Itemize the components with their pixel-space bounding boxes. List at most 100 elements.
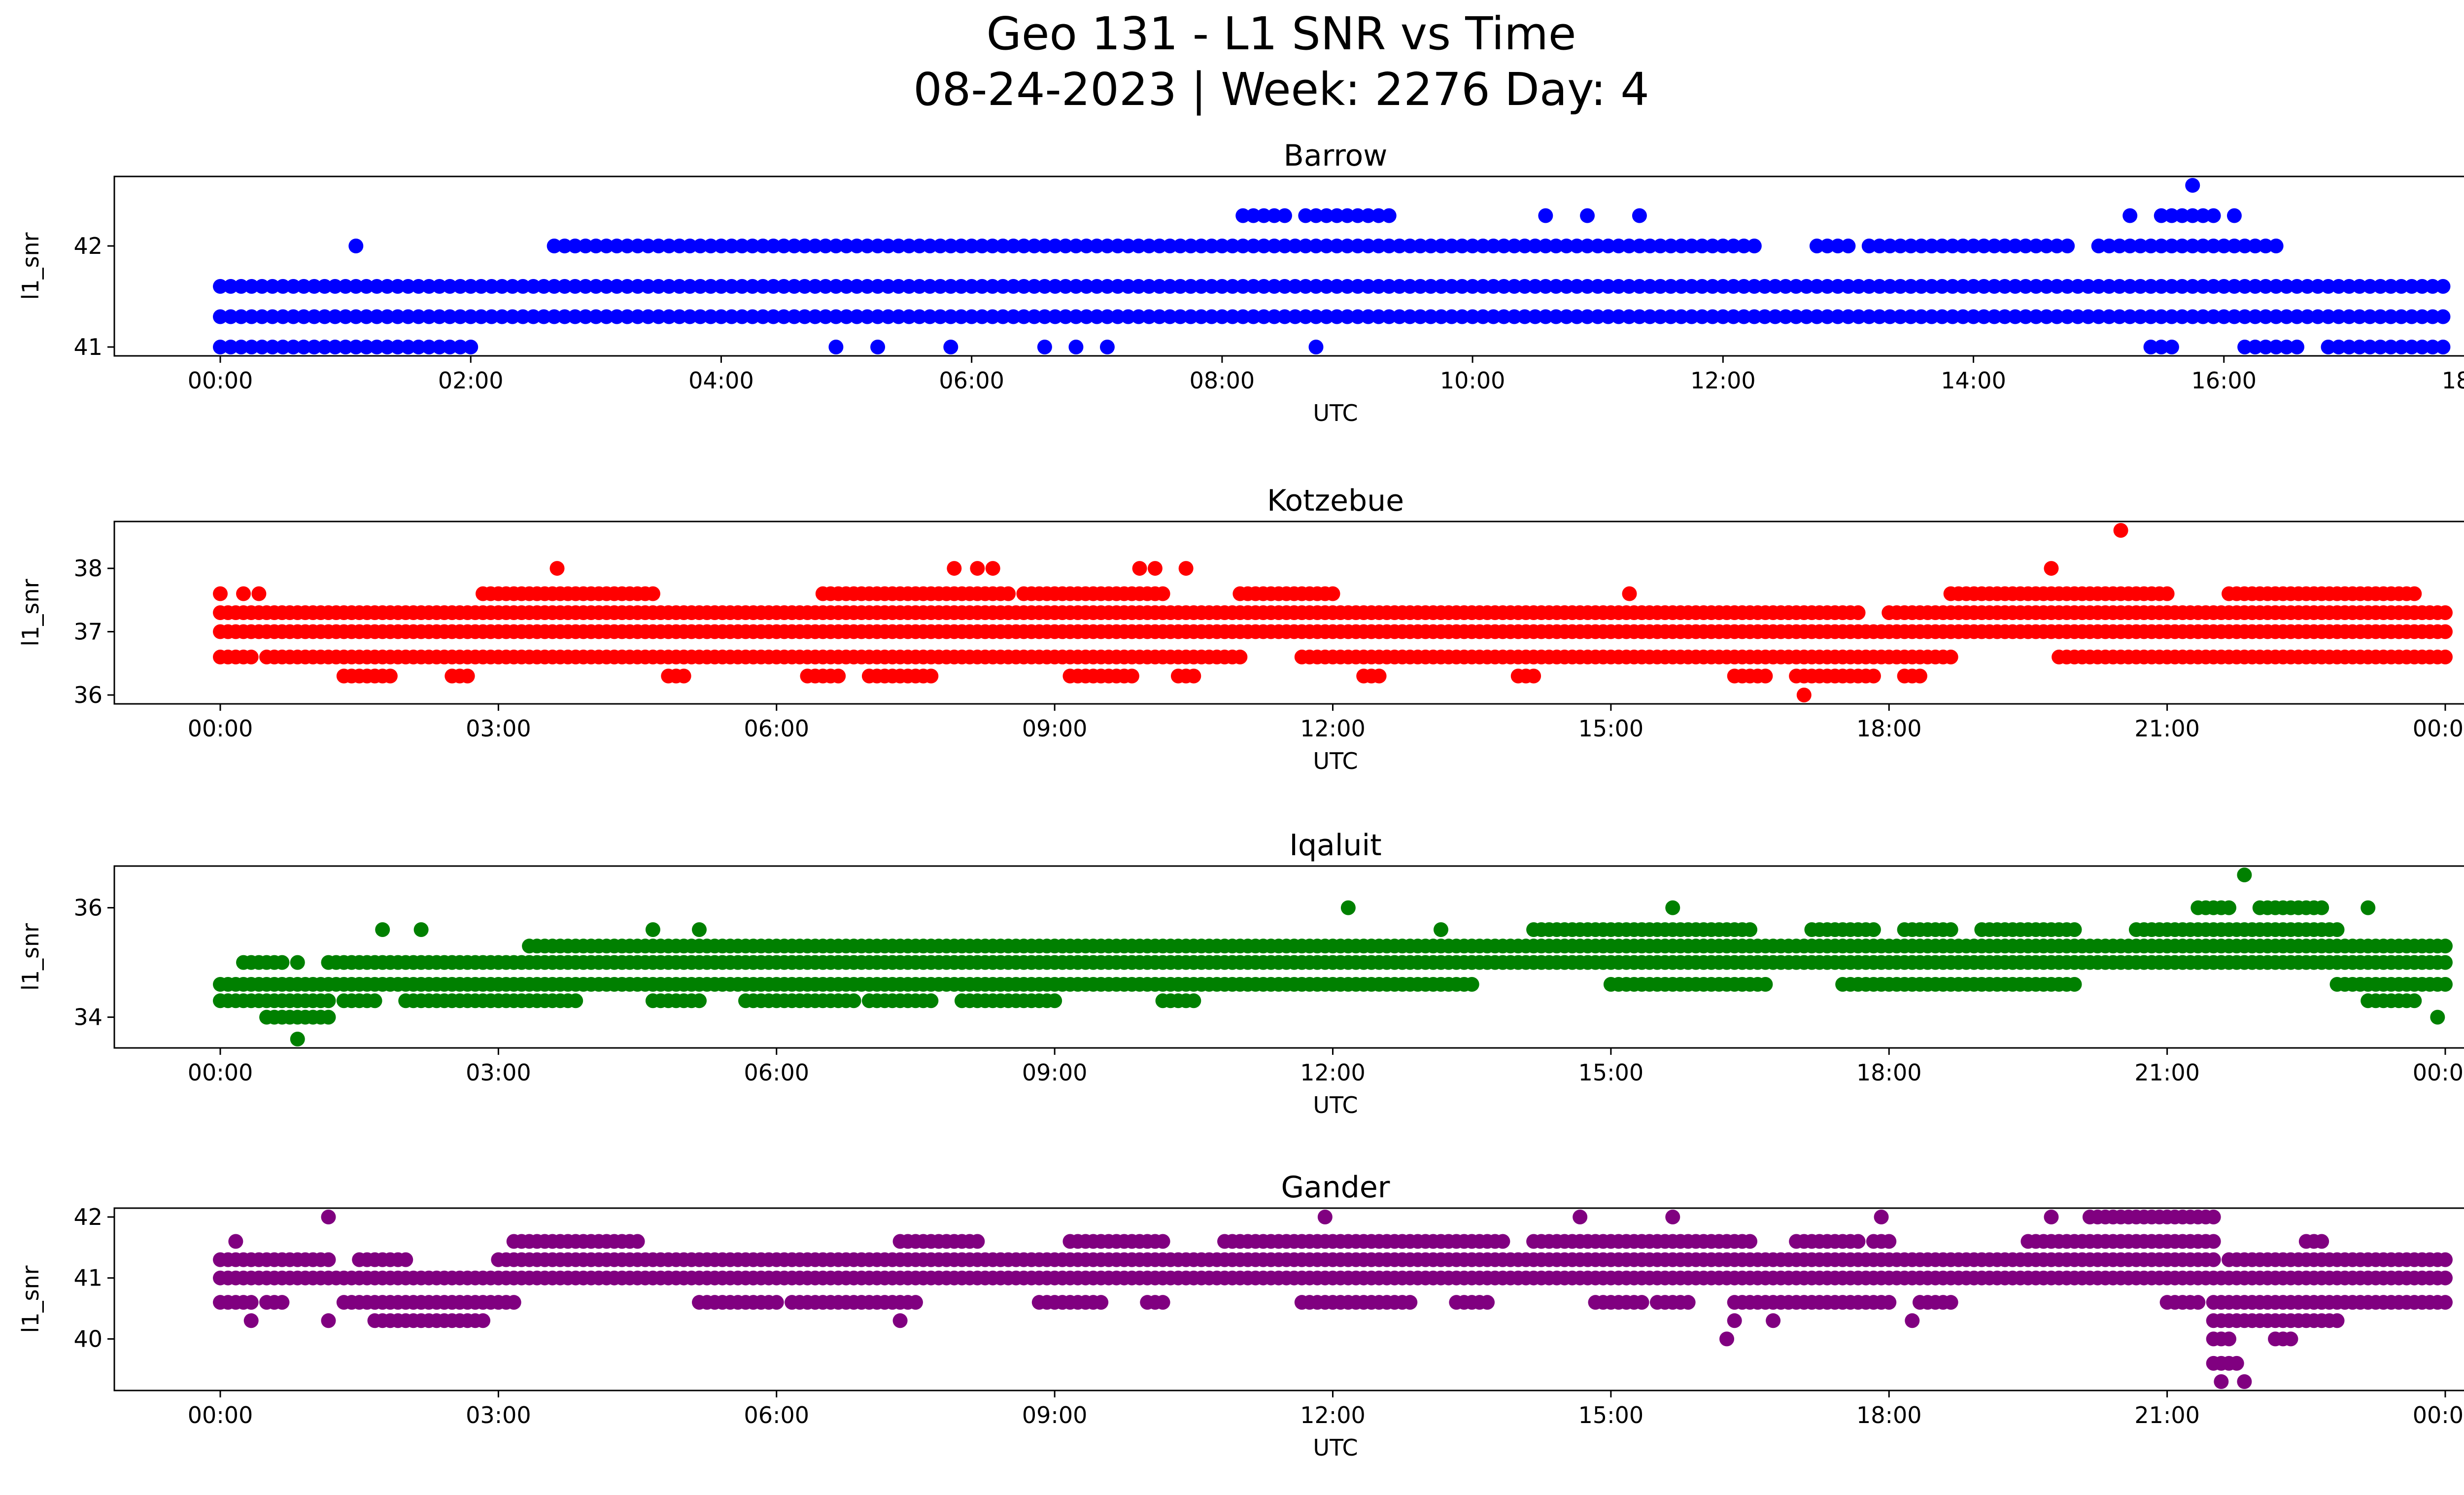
data-point [922, 279, 937, 294]
data-point [1517, 279, 1532, 294]
data-point [985, 279, 1000, 294]
data-point [1496, 239, 1511, 253]
axes-frame [113, 521, 2464, 705]
data-point [578, 239, 593, 253]
data-point [1632, 279, 1647, 294]
data-point [2091, 309, 2106, 324]
data-point [515, 309, 531, 324]
data-point [567, 279, 582, 294]
data-point [463, 279, 479, 294]
y-tick-label: 40 [73, 1325, 103, 1352]
data-point [1882, 1295, 1897, 1310]
data-point [1914, 279, 1929, 294]
data-point [808, 309, 823, 324]
data-point [1204, 279, 1219, 294]
data-point [1163, 279, 1178, 294]
data-point [682, 279, 697, 294]
data-point [1329, 279, 1344, 294]
x-tick-label: 00:00 [188, 1402, 253, 1428]
data-point [1068, 279, 1084, 294]
data-point [828, 239, 844, 253]
data-point [619, 309, 635, 324]
x-tick-label: 21:00 [2134, 1402, 2200, 1428]
data-point [1204, 309, 1219, 324]
data-point [2008, 309, 2023, 324]
data-point [1413, 309, 1428, 324]
data-point [2206, 279, 2221, 294]
data-point [2067, 977, 2082, 992]
data-point [2268, 340, 2284, 354]
data-point [2091, 279, 2106, 294]
data-point [1465, 239, 1480, 253]
data-point [1736, 309, 1751, 324]
data-point [2164, 279, 2179, 294]
data-point [2039, 239, 2054, 253]
data-point [2237, 1374, 2252, 1389]
data-point [317, 309, 332, 324]
data-point [1089, 279, 1104, 294]
data-point [2185, 309, 2200, 324]
data-point [1517, 309, 1532, 324]
data-point [432, 279, 447, 294]
data-point [2394, 279, 2409, 294]
x-axis-label: UTC [1313, 748, 1358, 774]
data-point [460, 668, 475, 684]
data-point [1809, 279, 1824, 294]
data-point [943, 309, 958, 324]
y-tick-label: 34 [73, 1004, 103, 1031]
data-point [1663, 279, 1678, 294]
data-point [1194, 239, 1209, 253]
data-point [797, 239, 812, 253]
data-point [1924, 239, 1939, 253]
data-point [1976, 239, 1991, 253]
data-point [484, 279, 499, 294]
data-point [2321, 279, 2336, 294]
data-point [1653, 309, 1668, 324]
data-point [1694, 239, 1710, 253]
data-point [2028, 239, 2044, 253]
data-point [870, 309, 886, 324]
data-point [1423, 279, 1438, 294]
data-point [1882, 309, 1898, 324]
data-point [808, 279, 823, 294]
data-point [1178, 561, 1194, 576]
data-point [2226, 309, 2242, 324]
data-point [411, 279, 426, 294]
data-point [1653, 279, 1668, 294]
data-point [766, 239, 781, 253]
data-point [2143, 309, 2158, 324]
data-point [1027, 309, 1042, 324]
data-point [401, 309, 416, 324]
data-point [1559, 309, 1574, 324]
data-point [776, 279, 791, 294]
data-point [2206, 1252, 2221, 1267]
data-point [1099, 279, 1115, 294]
data-point [1809, 239, 1824, 253]
data-point [1548, 239, 1564, 253]
data-point [954, 279, 969, 294]
data-point [1350, 239, 1366, 253]
data-point [1173, 309, 1188, 324]
data-point [1266, 309, 1282, 324]
data-point [1225, 239, 1240, 253]
data-point [1392, 279, 1407, 294]
data-point [970, 561, 985, 576]
data-point [1214, 279, 1230, 294]
data-point [1350, 208, 1366, 223]
data-point [1319, 309, 1334, 324]
data-point [2101, 279, 2117, 294]
data-point [1768, 309, 1783, 324]
data-point [766, 309, 781, 324]
data-point [1809, 309, 1824, 324]
data-point [1506, 279, 1522, 294]
data-point [228, 1234, 243, 1249]
data-point [2438, 977, 2453, 992]
data-point [1232, 649, 1248, 664]
data-point [2383, 309, 2398, 324]
data-point [609, 239, 624, 253]
x-tick-label: 09:00 [1022, 715, 1088, 742]
x-tick-label: 00:00 [188, 367, 253, 394]
data-point [2404, 340, 2419, 354]
data-point [1308, 340, 1324, 354]
data-point [1444, 279, 1459, 294]
